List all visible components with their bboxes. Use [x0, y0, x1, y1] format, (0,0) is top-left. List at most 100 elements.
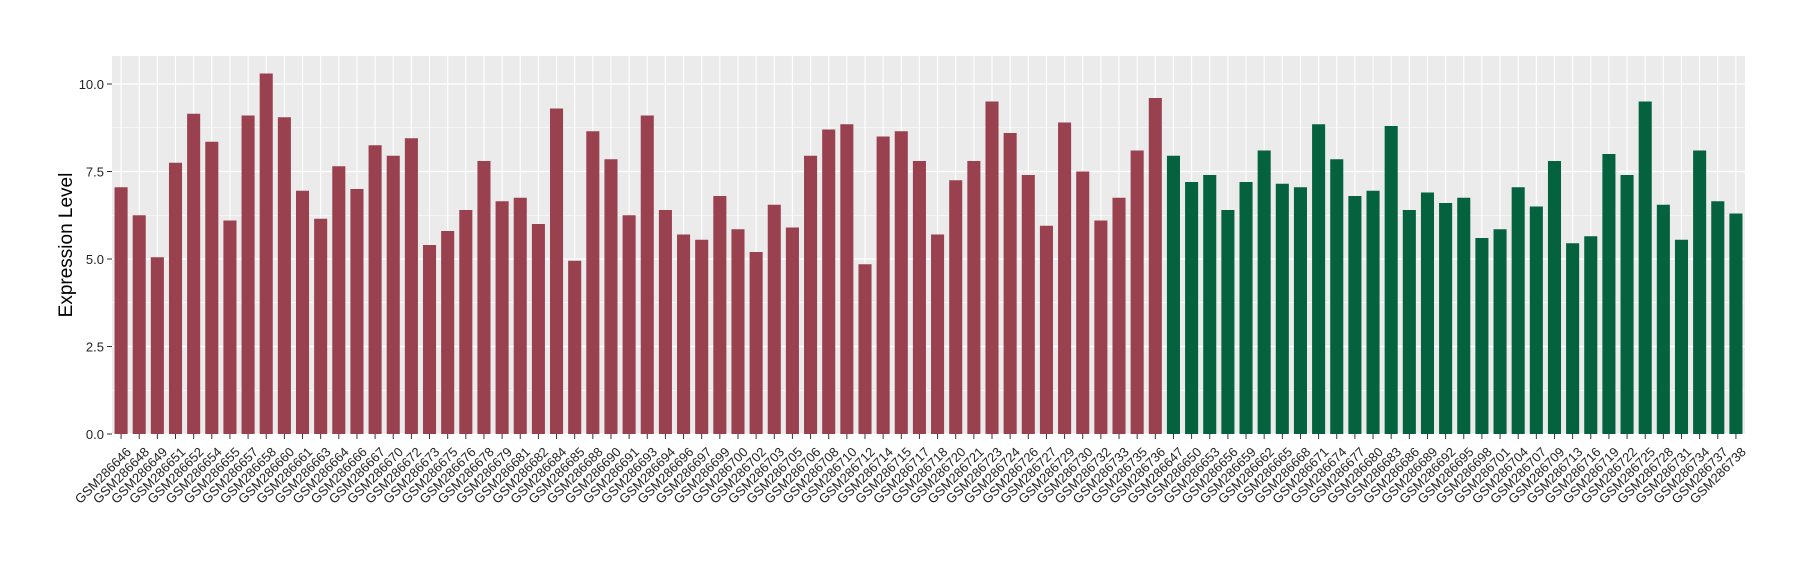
bar-gsm286689	[1420, 192, 1435, 434]
bar-gsm286651	[168, 162, 183, 434]
bar-gsm286664	[332, 166, 346, 434]
bar-gsm286732	[1094, 220, 1108, 434]
bar-gsm286681	[513, 197, 527, 434]
bar-gsm286728	[1656, 204, 1670, 434]
bar-gsm286658	[259, 73, 273, 434]
bar-gsm286721	[967, 161, 981, 434]
bar-gsm286676	[459, 210, 473, 434]
bar-gsm286720	[949, 180, 963, 434]
bar-gsm286668	[1293, 187, 1307, 434]
bar-gsm286649	[150, 257, 164, 434]
bar-gsm286735	[1130, 150, 1144, 434]
bar-gsm286734	[1693, 150, 1707, 434]
bar-gsm286698	[1475, 238, 1489, 434]
bar-gsm286704	[1511, 187, 1525, 434]
bar-gsm286680	[1366, 190, 1380, 434]
bar-gsm286727	[1039, 225, 1053, 434]
bar-gsm286662	[1257, 150, 1271, 434]
bar-gsm286666	[350, 189, 364, 434]
plot-panel	[112, 56, 1745, 434]
bar-gsm286710	[840, 124, 854, 434]
bar-gsm286657	[241, 115, 255, 434]
bar-gsm286705	[785, 227, 799, 434]
y-tick-label: 10.0	[79, 77, 104, 92]
y-tick-label: 0.0	[86, 427, 104, 442]
bar-gsm286647	[1166, 155, 1180, 434]
bar-gsm286675	[441, 231, 455, 434]
bar-gsm286696	[677, 234, 691, 434]
bar-gsm286671	[1312, 124, 1326, 434]
bar-gsm286722	[1620, 175, 1634, 434]
bar-gsm286716	[1584, 236, 1598, 434]
y-tick-label: 7.5	[86, 165, 104, 180]
bar-gsm286729	[1058, 122, 1072, 434]
bar-gsm286682	[531, 224, 545, 434]
bar-gsm286712	[858, 264, 872, 434]
bar-gsm286654	[205, 141, 219, 434]
bar-gsm286650	[1185, 182, 1199, 434]
bar-gsm286653	[1203, 175, 1217, 434]
bar-gsm286731	[1674, 239, 1689, 434]
y-axis: 0.0 2.5 5.0 7.5 10.0	[79, 77, 112, 442]
bar-gsm286702	[749, 252, 763, 434]
bar-gsm286737	[1711, 201, 1725, 434]
bar-gsm286655	[223, 220, 237, 434]
bar-gsm286691	[622, 215, 636, 434]
bar-gsm286690	[604, 159, 618, 434]
bar-gsm286661	[295, 190, 310, 434]
y-tick-label: 5.0	[86, 252, 104, 267]
bar-gsm286663	[314, 218, 328, 434]
bar-gsm286683	[1384, 126, 1398, 434]
bar-gsm286660	[277, 117, 291, 434]
bar-gsm286695	[1457, 197, 1471, 434]
bars	[114, 73, 1743, 434]
bar-gsm286685	[568, 260, 582, 434]
bar-gsm286700	[731, 229, 745, 434]
bar-gsm286736	[1148, 98, 1162, 434]
y-axis-label: Expression Level	[56, 173, 77, 318]
bar-gsm286708	[822, 129, 836, 434]
bar-gsm286694	[658, 210, 672, 434]
bar-gsm286717	[912, 161, 926, 434]
bar-gsm286670	[386, 155, 400, 434]
bar-gsm286665	[1275, 183, 1289, 434]
bar-gsm286709	[1547, 161, 1562, 434]
bar-gsm286652	[187, 113, 201, 434]
bar-gsm286719	[1602, 154, 1616, 434]
bar-gsm286714	[876, 136, 890, 434]
bar-gsm286703	[767, 204, 781, 434]
y-tick-label: 2.5	[86, 340, 104, 355]
bar-gsm286718	[931, 234, 945, 434]
bar-gsm286699	[713, 196, 727, 434]
bar-gsm286713	[1566, 243, 1580, 434]
bar-gsm286648	[132, 215, 146, 434]
bar-gsm286673	[422, 245, 437, 434]
bar-gsm286693	[640, 115, 654, 434]
bar-gsm286667	[368, 145, 382, 434]
bar-gsm286679	[495, 201, 509, 434]
bar-gsm286684	[550, 108, 564, 434]
bar-gsm286692	[1439, 203, 1453, 434]
bar-gsm286723	[985, 101, 999, 434]
bar-gsm286715	[894, 131, 908, 434]
bar-gsm286707	[1529, 206, 1543, 434]
bar-gsm286706	[804, 155, 818, 434]
bar-gsm286672	[404, 138, 418, 434]
bar-gsm286738	[1729, 213, 1743, 434]
bar-gsm286677	[1348, 196, 1362, 434]
bar-gsm286724	[1003, 133, 1017, 434]
bar-gsm286726	[1021, 175, 1035, 434]
bar-gsm286659	[1239, 182, 1253, 434]
bar-gsm286646	[114, 187, 128, 434]
bar-gsm286701	[1493, 229, 1507, 434]
bar-gsm286730	[1076, 171, 1090, 434]
bar-gsm286656	[1221, 210, 1235, 434]
x-axis: GSM286646GSM286648GSM286649GSM286651GSM2…	[72, 434, 1749, 507]
bar-gsm286697	[695, 239, 709, 434]
bar-gsm286725	[1638, 101, 1652, 434]
bar-gsm286733	[1112, 197, 1126, 434]
bar-gsm286686	[1402, 210, 1416, 434]
bar-gsm286674	[1330, 159, 1344, 434]
bar-gsm286688	[586, 131, 600, 434]
